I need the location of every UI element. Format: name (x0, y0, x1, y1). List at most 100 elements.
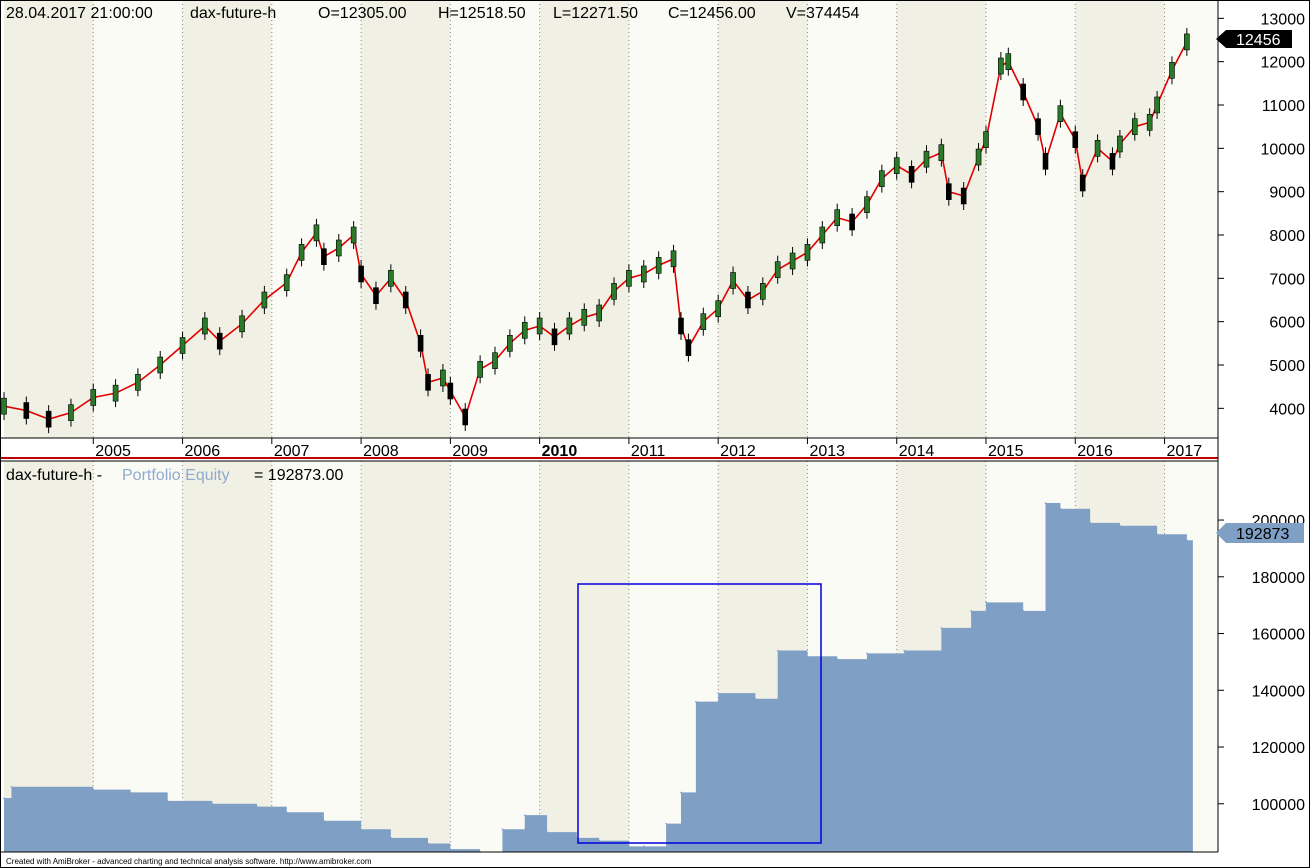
price-point-2008-09 (417, 329, 424, 358)
equity-last-value-badge: 192873 (1216, 523, 1304, 543)
equity-point-2005-11 (166, 800, 169, 802)
equity-point-2014-11 (970, 610, 972, 612)
svg-text:192873: 192873 (1236, 526, 1289, 543)
year-band-2016 (1075, 0, 1165, 438)
footer-credit: Created with AmiBroker - advanced charti… (6, 857, 372, 866)
equity-point-2011-06 (665, 822, 667, 825)
svg-text:12456: 12456 (1236, 32, 1281, 49)
price-point-2005-04 (112, 379, 119, 408)
equity-point-2008-10 (427, 842, 429, 845)
equity-point-2009-08 (501, 828, 504, 831)
date-tick-2010: 2010 (542, 443, 578, 460)
price-point-2009-01 (447, 377, 454, 405)
equity-tick-160000: 160000 (1252, 627, 1305, 644)
price-point-2008-07 (402, 286, 409, 314)
price-point-2016-07 (1117, 130, 1123, 158)
date-x-axis: 2005 2006 2007 2008 2009 2010 2011 2012 2013 2014… (92, 438, 1202, 460)
price-tick-7000: 7000 (1269, 271, 1305, 288)
price-point-2012-01 (715, 294, 721, 323)
price-point-2014-05 (923, 145, 930, 174)
price-point-2011-03 (640, 260, 647, 288)
year-band-2010 (539, 461, 629, 852)
equity-point-2010-06 (576, 837, 578, 839)
price-point-2006-12 (261, 286, 268, 314)
price-point-2004-01 (1, 392, 7, 421)
price-point-2007-10 (335, 234, 342, 262)
year-band-2012 (718, 0, 808, 438)
equity-point-2008-05 (390, 837, 392, 839)
price-point-2012-05 (745, 286, 751, 314)
price-point-2006-04 (202, 312, 208, 340)
price-point-2016-01 (1072, 125, 1079, 154)
equity-point-2007-03 (285, 811, 288, 814)
price-point-2016-11 (1146, 108, 1153, 137)
price-point-2006-09 (239, 309, 245, 338)
date-tick-2007: 2007 (274, 443, 310, 460)
price-point-2010-11 (611, 277, 617, 306)
equity-tick-100000: 100000 (1252, 797, 1305, 814)
date-tick-2015: 2015 (988, 443, 1024, 460)
equity-point-2007-08 (323, 819, 325, 822)
price-point-2008-01 (358, 260, 364, 288)
year-band-2005 (93, 0, 183, 438)
price-point-2010-01 (536, 312, 543, 340)
price-tick-9000: 9000 (1269, 185, 1305, 202)
price-point-2013-03 (819, 221, 826, 249)
year-band-2009 (450, 461, 540, 852)
close-value: C=12456.00 (668, 5, 756, 22)
equity-point-2014-02 (903, 649, 905, 652)
price-point-2015-06 (1020, 78, 1026, 106)
price-point-2006-01 (179, 331, 186, 360)
date-tick-2011: 2011 (631, 443, 666, 460)
price-point-2011-11 (700, 307, 707, 336)
equity-point-2005-06 (129, 791, 132, 794)
price-tick-8000: 8000 (1269, 228, 1305, 245)
price-point-2014-03 (908, 160, 915, 189)
price-point-2015-03 (998, 52, 1004, 80)
equity-point-2009-01 (449, 848, 452, 850)
equity-point-2015-01 (985, 601, 987, 604)
equity-indicator-name: Portfolio Equity (122, 467, 230, 484)
price-point-2009-05 (477, 355, 483, 384)
equity-point-2012-01 (717, 692, 719, 694)
price-point-2007-08 (321, 242, 327, 271)
equity-point-2006-05 (211, 802, 214, 805)
equity-point-2013-05 (836, 658, 839, 660)
high-value: H=12518.50 (438, 5, 526, 22)
selection-rectangle[interactable] (577, 583, 822, 844)
price-point-2013-05 (834, 203, 841, 232)
price-point-2011-01 (626, 264, 632, 293)
price-point-2009-11 (521, 316, 528, 345)
price-tick-4000: 4000 (1269, 401, 1305, 418)
year-band-2006 (182, 461, 272, 852)
date-tick-2005: 2005 (95, 443, 131, 460)
equity-point-2015-09 (1044, 502, 1047, 504)
price-point-2013-09 (864, 190, 870, 219)
equity-indicator-value: = 192873.00 (254, 467, 344, 484)
equity-point-2005-01 (92, 788, 95, 791)
price-point-2007-03 (283, 268, 290, 297)
date-tick-2009: 2009 (452, 443, 488, 460)
year-band-2007 (271, 461, 362, 852)
year-band-2004 (4, 0, 94, 438)
price-point-2011-08 (678, 312, 684, 340)
price-last-value-badge: 12456 (1216, 30, 1292, 49)
date-tick-2012: 2012 (720, 443, 756, 460)
price-point-2015-09 (1042, 147, 1049, 176)
year-band-2006 (182, 0, 272, 438)
price-point-2014-12 (975, 143, 982, 171)
date-tick-2008: 2008 (363, 443, 399, 460)
equity-point-2017-04 (1186, 539, 1188, 542)
price-point-2012-03 (730, 266, 736, 295)
price-point-2005-07 (135, 368, 141, 397)
date-tick-2006: 2006 (185, 443, 221, 460)
equity-tick-120000: 120000 (1252, 740, 1305, 757)
price-tick-11000: 11000 (1262, 98, 1305, 115)
price-point-2014-08 (945, 177, 952, 206)
price-point-2016-09 (1131, 112, 1138, 141)
price-point-2013-07 (849, 208, 855, 236)
price-tick-6000: 6000 (1269, 315, 1305, 332)
price-point-2012-09 (774, 255, 781, 284)
